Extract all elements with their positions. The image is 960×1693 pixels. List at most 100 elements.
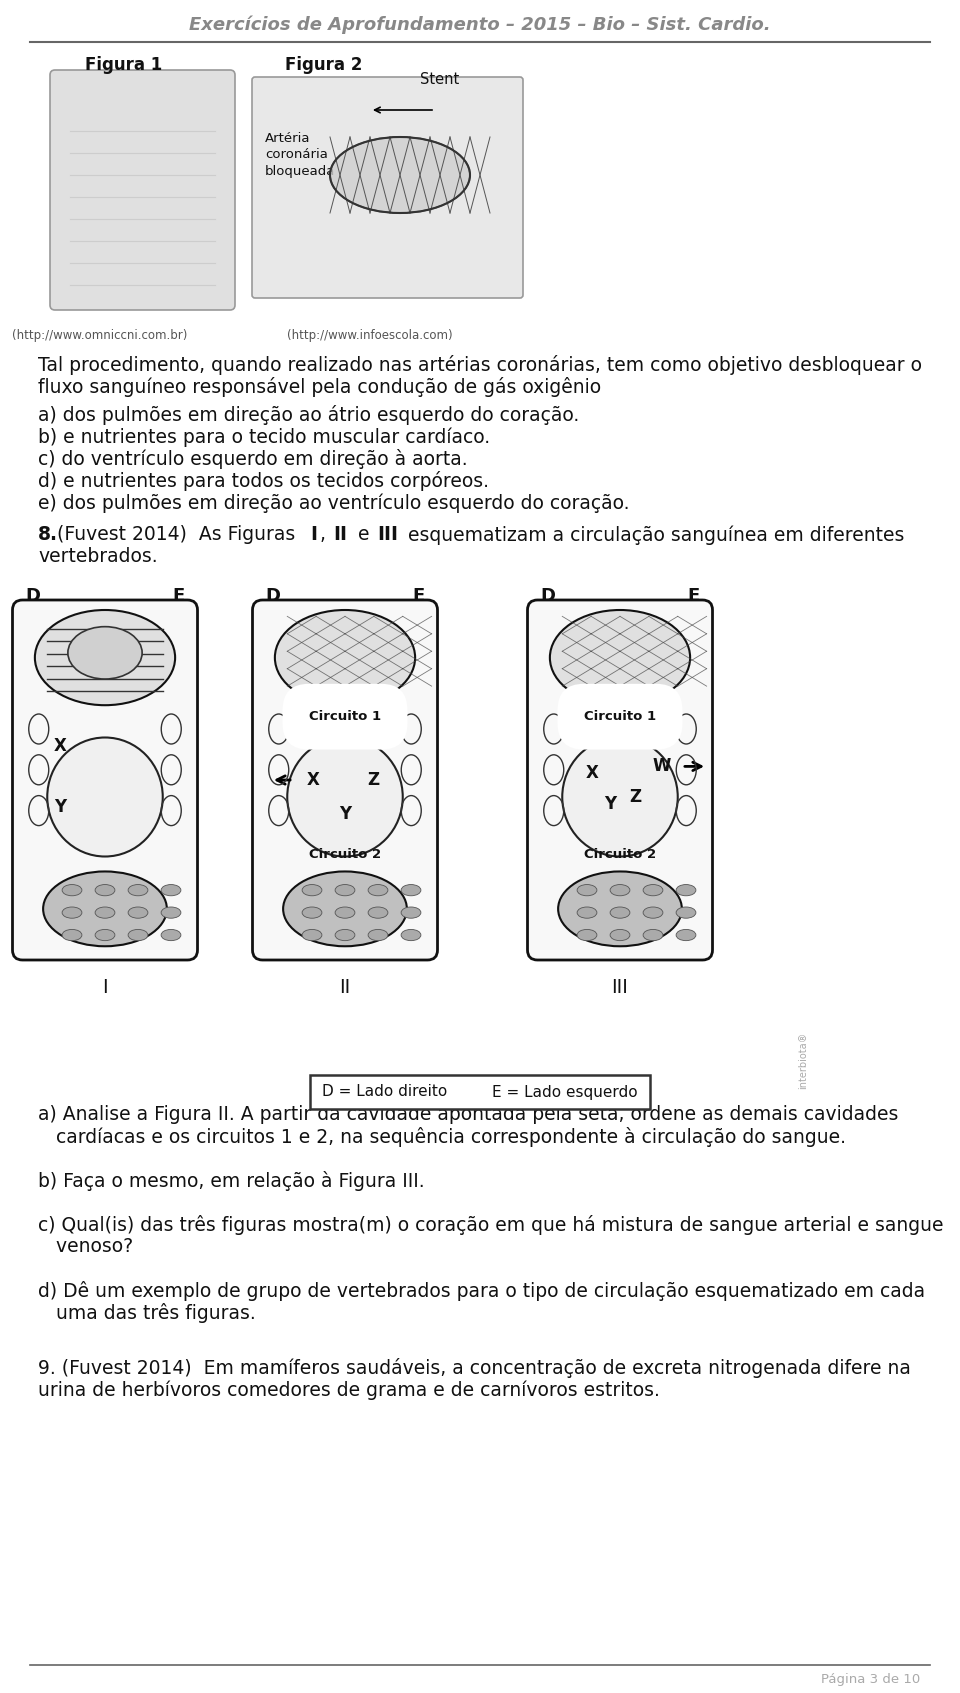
Text: cardíacas e os circuitos 1 e 2, na sequência correspondente à circulação do sang: cardíacas e os circuitos 1 e 2, na sequê… bbox=[38, 1128, 846, 1146]
Text: vertebrados.: vertebrados. bbox=[38, 547, 157, 567]
FancyBboxPatch shape bbox=[310, 1075, 650, 1109]
Text: Circuito 1: Circuito 1 bbox=[584, 709, 656, 723]
Ellipse shape bbox=[401, 907, 420, 918]
Text: Y: Y bbox=[604, 794, 616, 813]
Ellipse shape bbox=[577, 884, 597, 896]
Text: Y: Y bbox=[339, 804, 351, 823]
FancyBboxPatch shape bbox=[527, 599, 712, 960]
Text: X: X bbox=[54, 736, 66, 755]
Text: Artéria
coronária
bloqueada: Artéria coronária bloqueada bbox=[265, 132, 335, 178]
Ellipse shape bbox=[62, 884, 82, 896]
Text: interbiota®: interbiota® bbox=[798, 1031, 808, 1089]
Text: b) Faça o mesmo, em relação à Figura III.: b) Faça o mesmo, em relação à Figura III… bbox=[38, 1172, 424, 1190]
Text: E = Lado esquerdo: E = Lado esquerdo bbox=[492, 1085, 638, 1099]
Text: Y: Y bbox=[54, 797, 66, 816]
Ellipse shape bbox=[335, 884, 355, 896]
Ellipse shape bbox=[302, 929, 322, 941]
Ellipse shape bbox=[401, 929, 420, 941]
Text: fluxo sanguíneo responsável pela condução de gás oxigênio: fluxo sanguíneo responsável pela conduçã… bbox=[38, 378, 601, 396]
Ellipse shape bbox=[676, 884, 696, 896]
FancyBboxPatch shape bbox=[252, 76, 523, 298]
Text: uma das três figuras.: uma das três figuras. bbox=[38, 1304, 255, 1322]
Ellipse shape bbox=[611, 907, 630, 918]
Text: E: E bbox=[687, 587, 699, 604]
Text: II: II bbox=[333, 525, 347, 545]
Ellipse shape bbox=[43, 872, 167, 946]
FancyBboxPatch shape bbox=[50, 69, 235, 310]
FancyBboxPatch shape bbox=[252, 599, 438, 960]
Text: a) Analise a Figura II. A partir da cavidade apontada pela seta, ordene as demai: a) Analise a Figura II. A partir da cavi… bbox=[38, 1106, 899, 1124]
Ellipse shape bbox=[611, 884, 630, 896]
Text: ,: , bbox=[320, 525, 332, 545]
Text: D: D bbox=[540, 587, 556, 604]
Ellipse shape bbox=[643, 907, 663, 918]
Text: I: I bbox=[310, 525, 317, 545]
FancyBboxPatch shape bbox=[12, 599, 198, 960]
Text: d) e nutrientes para todos os tecidos corpóreos.: d) e nutrientes para todos os tecidos co… bbox=[38, 471, 489, 491]
Ellipse shape bbox=[95, 884, 115, 896]
Ellipse shape bbox=[676, 907, 696, 918]
Text: (http://www.infoescola.com): (http://www.infoescola.com) bbox=[287, 328, 453, 342]
Text: venoso?: venoso? bbox=[38, 1238, 133, 1256]
Text: II: II bbox=[340, 979, 350, 997]
Text: 8.: 8. bbox=[38, 525, 58, 545]
Text: Exercícios de Aprofundamento – 2015 – Bio – Sist. Cardio.: Exercícios de Aprofundamento – 2015 – Bi… bbox=[189, 15, 771, 34]
Ellipse shape bbox=[643, 884, 663, 896]
Ellipse shape bbox=[611, 929, 630, 941]
Text: X: X bbox=[306, 770, 320, 789]
Ellipse shape bbox=[128, 907, 148, 918]
Ellipse shape bbox=[335, 929, 355, 941]
Text: Circuito 2: Circuito 2 bbox=[584, 848, 656, 862]
Ellipse shape bbox=[577, 929, 597, 941]
Text: Z: Z bbox=[367, 770, 379, 789]
Text: urina de herbívoros comedores de grama e de carnívoros estritos.: urina de herbívoros comedores de grama e… bbox=[38, 1380, 660, 1400]
Text: 9. (Fuvest 2014)  Em mamíferos saudáveis, a concentração de excreta nitrogenada : 9. (Fuvest 2014) Em mamíferos saudáveis,… bbox=[38, 1358, 911, 1378]
Ellipse shape bbox=[35, 609, 175, 706]
Text: Circuito 1: Circuito 1 bbox=[309, 709, 381, 723]
Text: E: E bbox=[412, 587, 424, 604]
Text: Tal procedimento, quando realizado nas artérias coronárias, tem como objetivo de: Tal procedimento, quando realizado nas a… bbox=[38, 356, 922, 376]
Ellipse shape bbox=[563, 738, 678, 857]
Text: Página 3 de 10: Página 3 de 10 bbox=[821, 1673, 920, 1686]
Text: c) do ventrículo esquerdo em direção à aorta.: c) do ventrículo esquerdo em direção à a… bbox=[38, 449, 468, 469]
Ellipse shape bbox=[161, 884, 180, 896]
Text: D = Lado direito: D = Lado direito bbox=[322, 1085, 447, 1099]
Text: Circuito 2: Circuito 2 bbox=[309, 848, 381, 862]
Text: D: D bbox=[26, 587, 40, 604]
Ellipse shape bbox=[128, 884, 148, 896]
Text: a) dos pulmões em direção ao átrio esquerdo do coração.: a) dos pulmões em direção ao átrio esque… bbox=[38, 405, 579, 425]
Ellipse shape bbox=[558, 872, 682, 946]
Text: III: III bbox=[612, 979, 629, 997]
Text: III: III bbox=[377, 525, 398, 545]
Ellipse shape bbox=[128, 929, 148, 941]
Text: b) e nutrientes para o tecido muscular cardíaco.: b) e nutrientes para o tecido muscular c… bbox=[38, 427, 491, 447]
Ellipse shape bbox=[283, 872, 407, 946]
Ellipse shape bbox=[302, 884, 322, 896]
Text: W: W bbox=[653, 757, 671, 775]
Ellipse shape bbox=[302, 907, 322, 918]
Text: E: E bbox=[172, 587, 184, 604]
Text: esquematizam a circulação sanguínea em diferentes: esquematizam a circulação sanguínea em d… bbox=[402, 525, 904, 545]
Ellipse shape bbox=[368, 929, 388, 941]
Ellipse shape bbox=[550, 609, 690, 706]
Ellipse shape bbox=[335, 907, 355, 918]
Text: (Fuvest 2014)  As Figuras: (Fuvest 2014) As Figuras bbox=[57, 525, 301, 545]
Ellipse shape bbox=[287, 738, 403, 857]
Ellipse shape bbox=[577, 907, 597, 918]
Text: D: D bbox=[266, 587, 280, 604]
Text: Figura 1: Figura 1 bbox=[85, 56, 162, 74]
Ellipse shape bbox=[62, 907, 82, 918]
Text: Z: Z bbox=[629, 787, 641, 806]
Ellipse shape bbox=[275, 609, 415, 706]
Ellipse shape bbox=[62, 929, 82, 941]
Ellipse shape bbox=[368, 884, 388, 896]
Text: Figura 2: Figura 2 bbox=[285, 56, 362, 74]
Text: e) dos pulmões em direção ao ventrículo esquerdo do coração.: e) dos pulmões em direção ao ventrículo … bbox=[38, 493, 630, 513]
Text: X: X bbox=[586, 764, 598, 782]
Ellipse shape bbox=[47, 738, 163, 857]
Text: e: e bbox=[352, 525, 375, 545]
Ellipse shape bbox=[676, 929, 696, 941]
Ellipse shape bbox=[368, 907, 388, 918]
Ellipse shape bbox=[401, 884, 420, 896]
Text: Stent: Stent bbox=[420, 73, 460, 88]
